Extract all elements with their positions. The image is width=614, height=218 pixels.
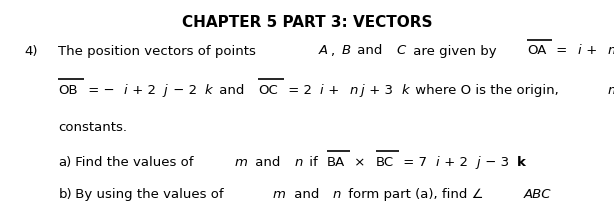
- Text: m: m: [607, 44, 614, 58]
- Text: OB: OB: [58, 84, 78, 97]
- Text: + 3: + 3: [365, 84, 393, 97]
- Text: C: C: [397, 44, 406, 58]
- Text: form part (a), find ∠: form part (a), find ∠: [344, 188, 483, 201]
- Text: + 2: + 2: [128, 84, 156, 97]
- Text: and: and: [354, 44, 387, 58]
- Text: ,: ,: [331, 44, 340, 58]
- Text: +: +: [324, 84, 344, 97]
- Text: k: k: [517, 156, 526, 169]
- Text: − 3: − 3: [481, 156, 509, 169]
- Text: OC: OC: [258, 84, 278, 97]
- Text: BC: BC: [376, 156, 394, 169]
- Text: n: n: [294, 156, 303, 169]
- Text: = 7: = 7: [399, 156, 427, 169]
- Text: where O is the origin,: where O is the origin,: [411, 84, 563, 97]
- Text: n: n: [333, 188, 341, 201]
- Text: m: m: [273, 188, 286, 201]
- Text: The position vectors of points: The position vectors of points: [58, 44, 260, 58]
- Text: CHAPTER 5 PART 3: VECTORS: CHAPTER 5 PART 3: VECTORS: [182, 15, 432, 30]
- Text: ABC: ABC: [524, 188, 551, 201]
- Text: and: and: [215, 84, 249, 97]
- Text: ×: ×: [351, 156, 370, 169]
- Text: + 2: + 2: [440, 156, 468, 169]
- Text: i: i: [320, 84, 324, 97]
- Text: k: k: [401, 84, 409, 97]
- Text: 4): 4): [25, 44, 38, 58]
- Text: BA: BA: [327, 156, 345, 169]
- Text: Find the values of: Find the values of: [71, 156, 197, 169]
- Text: = 2: = 2: [284, 84, 312, 97]
- Text: i: i: [123, 84, 127, 97]
- Text: B: B: [342, 44, 351, 58]
- Text: j: j: [476, 156, 480, 169]
- Text: constants.: constants.: [58, 121, 127, 134]
- Text: a): a): [58, 156, 72, 169]
- Text: j: j: [360, 84, 364, 97]
- Text: and: and: [251, 156, 284, 169]
- Text: b): b): [58, 188, 72, 201]
- Text: k: k: [205, 84, 212, 97]
- Text: and: and: [290, 188, 323, 201]
- Text: − 2: − 2: [169, 84, 196, 97]
- Text: i: i: [578, 44, 581, 58]
- Text: = −: = −: [84, 84, 114, 97]
- Text: j: j: [164, 84, 168, 97]
- Text: OA: OA: [527, 44, 546, 58]
- Text: m: m: [234, 156, 247, 169]
- Text: i: i: [435, 156, 439, 169]
- Text: n: n: [349, 84, 358, 97]
- Text: =: =: [553, 44, 572, 58]
- Text: if: if: [305, 156, 322, 169]
- Text: By using the values of: By using the values of: [71, 188, 227, 201]
- Text: A: A: [319, 44, 328, 58]
- Text: are given by: are given by: [409, 44, 500, 58]
- Text: m: m: [607, 84, 614, 97]
- Text: +: +: [582, 44, 602, 58]
